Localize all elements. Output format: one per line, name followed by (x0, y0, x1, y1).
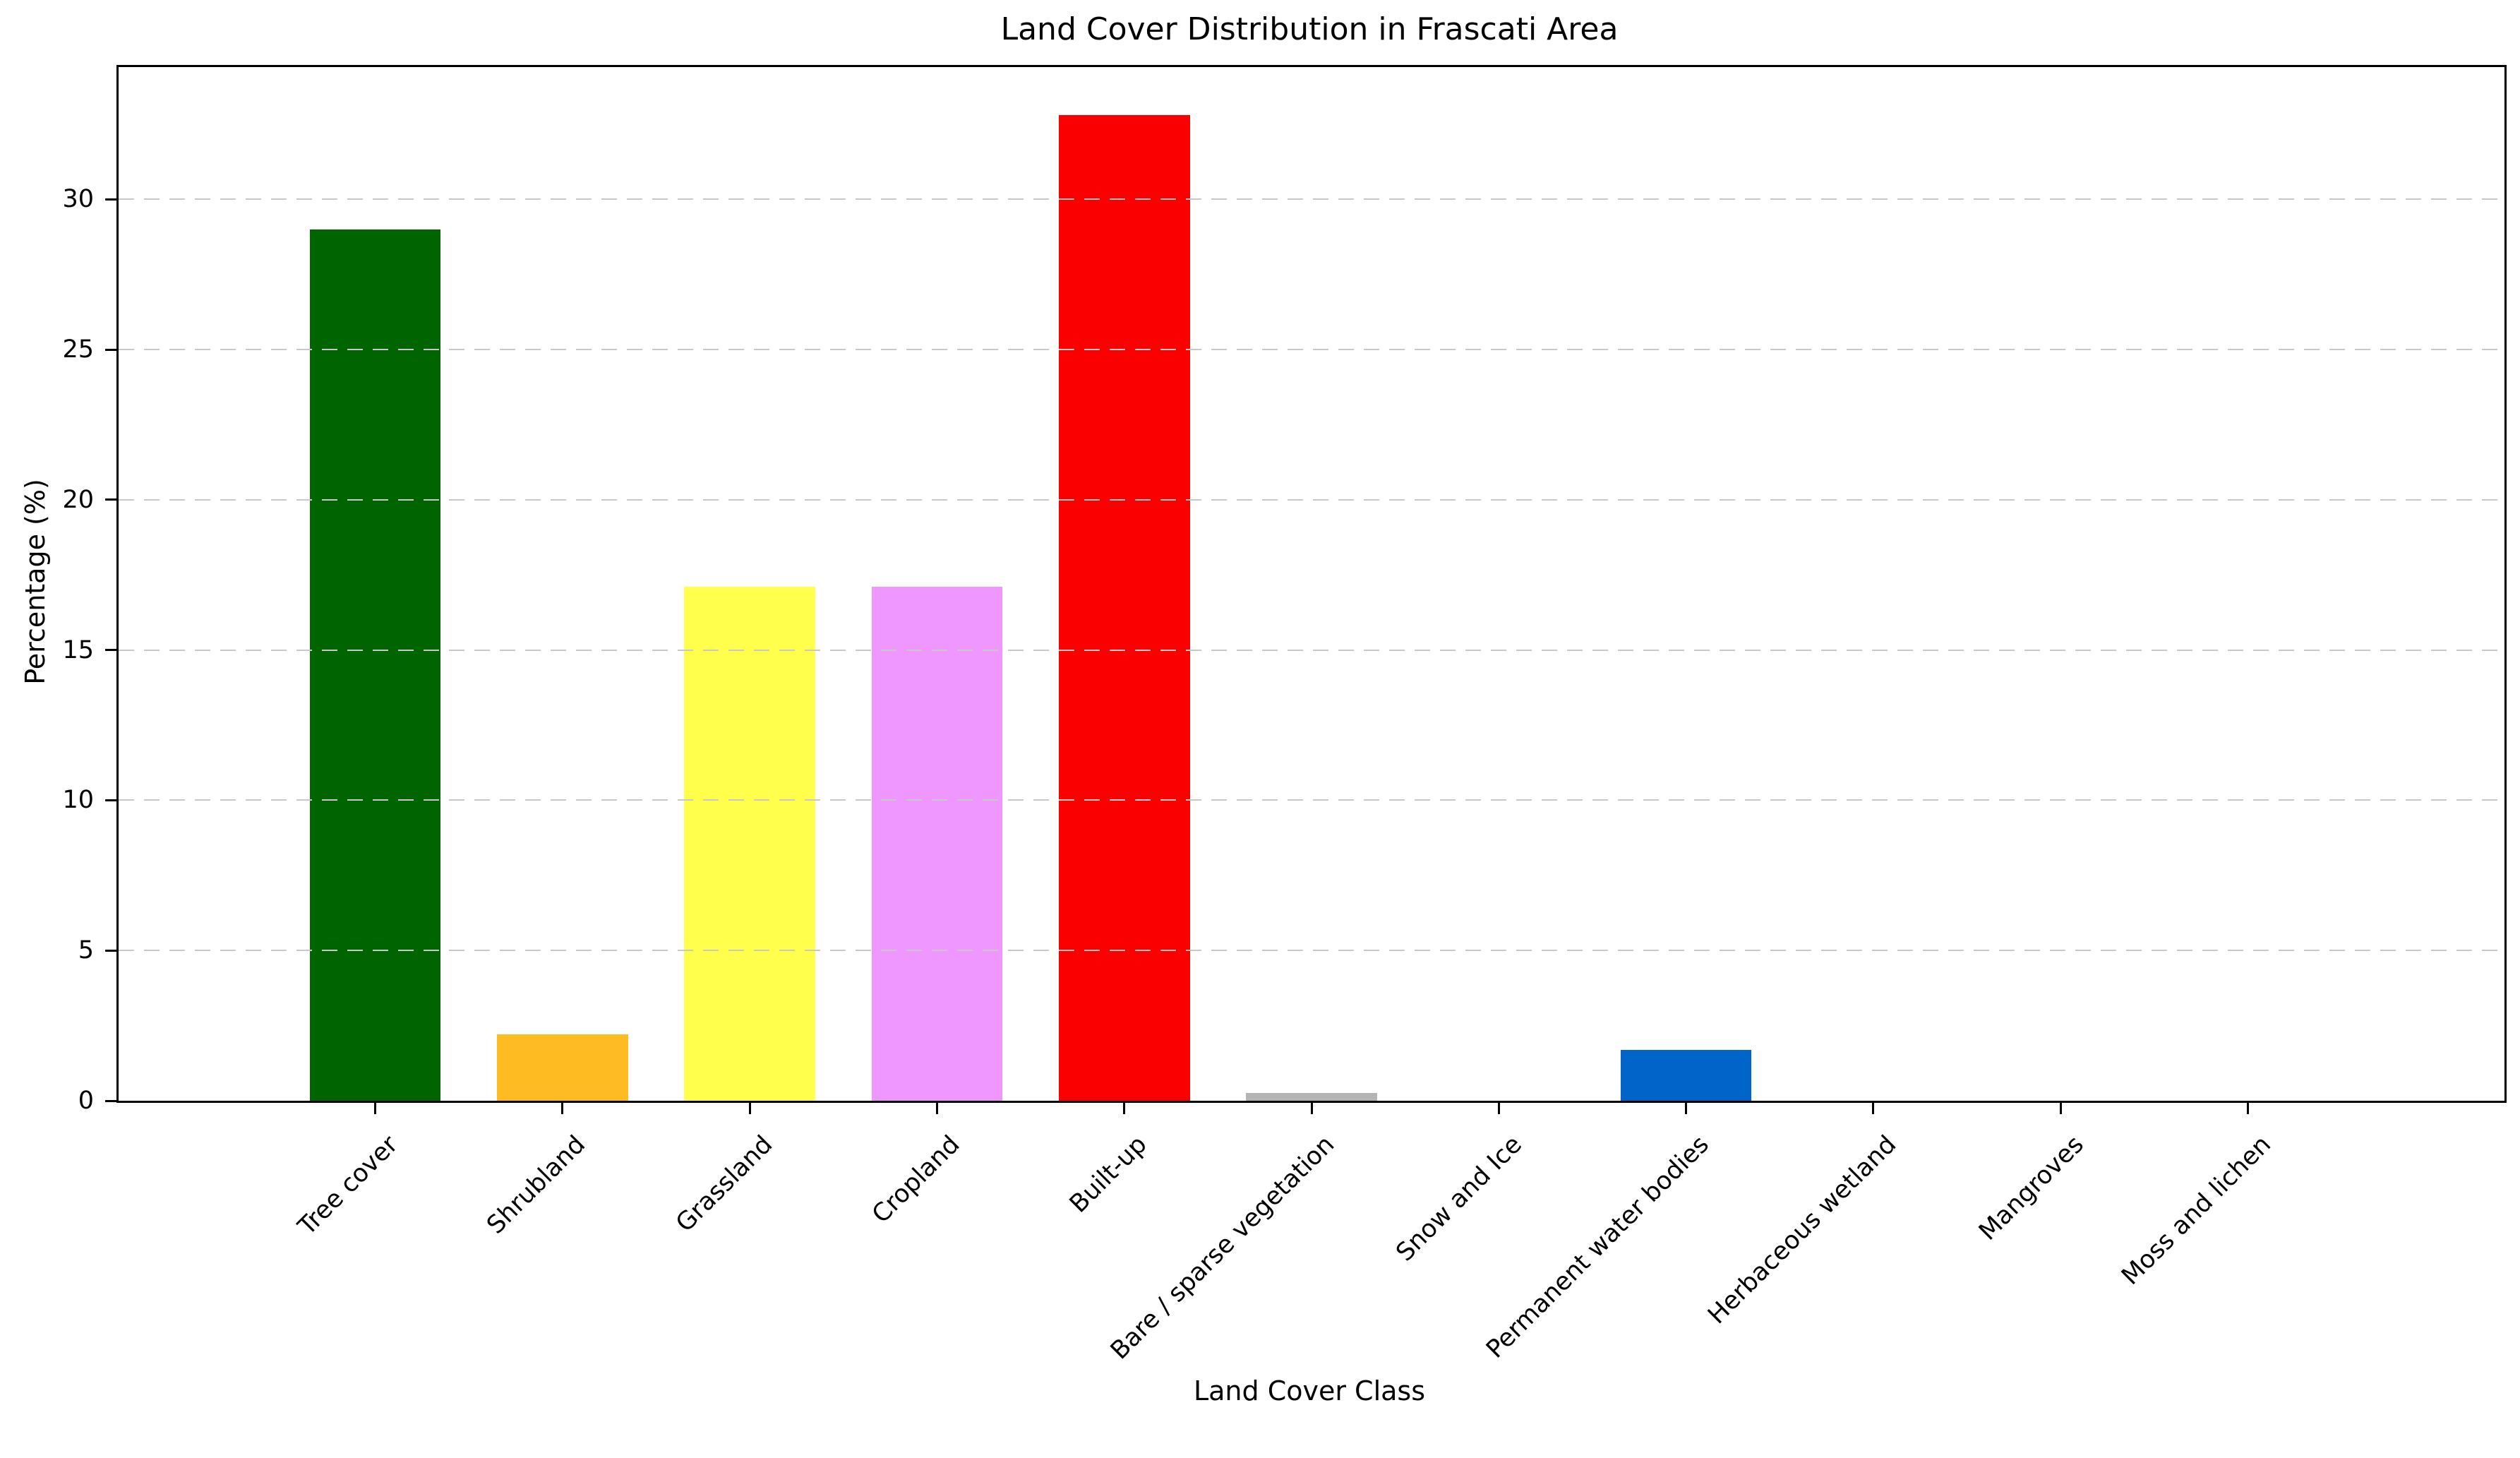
y-tick-mark-0 (105, 1099, 116, 1102)
chart-title: Land Cover Distribution in Frascati Area (1000, 11, 1619, 47)
x-tick-label-herbaceous-wetland: Herbaceous wetland (1702, 1130, 1902, 1330)
y-tick-label-0: 0 (78, 1087, 94, 1115)
x-tick-mark-1 (373, 1103, 376, 1114)
gridline-15 (119, 649, 2504, 651)
gridline-30 (119, 198, 2504, 201)
y-tick-mark-25 (105, 348, 116, 351)
x-tick-label-snow-and-ice: Snow and Ice (1391, 1130, 1528, 1267)
bar-bare-sparse-vegetation (1246, 1093, 1377, 1101)
y-tick-label-15: 15 (62, 635, 94, 664)
gridline-5 (119, 950, 2504, 952)
y-tick-label-5: 5 (78, 936, 94, 965)
bar-tree-cover (309, 229, 441, 1101)
gridline-20 (119, 498, 2504, 501)
y-tick-label-30: 30 (62, 185, 94, 214)
x-tick-mark-9 (1872, 1103, 1875, 1114)
x-tick-mark-2 (561, 1103, 564, 1114)
x-tick-mark-3 (748, 1103, 751, 1114)
x-tick-mark-4 (935, 1103, 938, 1114)
gridline-10 (119, 799, 2504, 801)
x-tick-label-moss-and-lichen: Moss and lichen (2116, 1130, 2276, 1291)
bar-cropland (871, 587, 1003, 1101)
y-tick-mark-30 (105, 198, 116, 201)
x-tick-mark-5 (1123, 1103, 1126, 1114)
x-tick-label-bare-sparse-vegetation: Bare / sparse vegetation (1105, 1130, 1340, 1366)
y-tick-mark-20 (105, 498, 116, 501)
x-tick-mark-10 (2059, 1103, 2062, 1114)
bar-built-up (1058, 115, 1190, 1101)
x-tick-label-mangroves: Mangroves (1973, 1130, 2089, 1246)
plot-area: 0 5 10 15 20 25 30 Tree cover Shrubland Grasslan… (62, 65, 2507, 1365)
x-tick-label-grassland: Grassland (671, 1130, 779, 1238)
x-tick-label-shrubland: Shrubland (481, 1130, 592, 1240)
y-tick-label-20: 20 (62, 485, 94, 514)
y-tick-mark-15 (105, 649, 116, 652)
x-tick-label-cropland: Cropland (867, 1130, 966, 1229)
y-tick-mark-10 (105, 799, 116, 801)
x-tick-label-permanent-water-bodies: Permanent water bodies (1481, 1130, 1715, 1364)
y-tick-label-25: 25 (62, 335, 94, 364)
x-tick-label-tree-cover: Tree cover (293, 1130, 404, 1241)
y-axis-label: Percentage (%) (20, 479, 51, 685)
x-tick-mark-6 (1310, 1103, 1313, 1114)
bar-grassland (684, 587, 815, 1101)
x-tick-mark-7 (1497, 1103, 1500, 1114)
gridline-25 (119, 349, 2504, 351)
x-tick-mark-8 (1685, 1103, 1688, 1114)
x-axis-label: Land Cover Class (1193, 1375, 1426, 1406)
bar-permanent-water-bodies (1620, 1049, 1752, 1101)
y-tick-mark-5 (105, 949, 116, 952)
x-tick-label-built-up: Built-up (1064, 1130, 1153, 1219)
bar-shrubland (496, 1034, 628, 1101)
y-tick-label-10: 10 (62, 786, 94, 815)
x-tick-mark-11 (2247, 1103, 2250, 1114)
